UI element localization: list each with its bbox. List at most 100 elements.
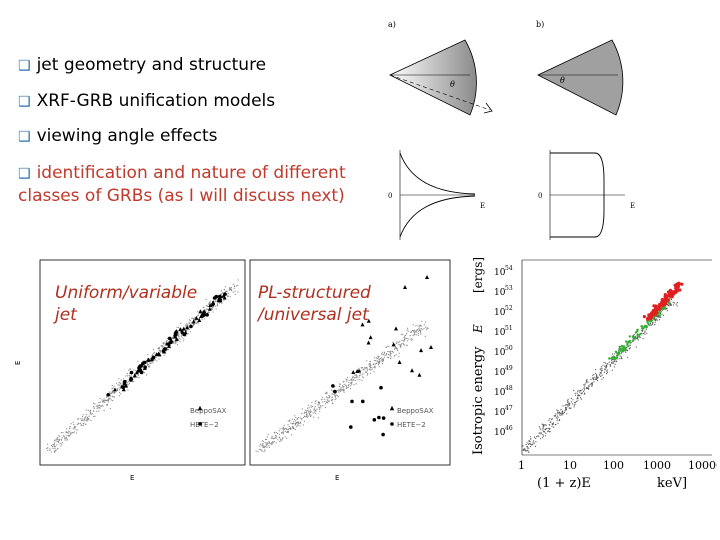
scatter-point (526, 449, 528, 451)
scatter-point (303, 416, 305, 419)
scatter-point (657, 316, 659, 318)
scatter-point (553, 426, 555, 428)
scatter-point (272, 437, 274, 439)
scatter-point (339, 383, 342, 385)
scatter-point (570, 397, 572, 399)
scatter-point (82, 423, 84, 425)
scatter-point (275, 431, 277, 434)
green-point (616, 353, 619, 356)
scatter-point (648, 324, 650, 326)
scatter-point (366, 360, 368, 362)
scatter-point (642, 337, 644, 340)
scatter-point (112, 395, 114, 397)
right-ytick: 10 (494, 428, 506, 438)
scatter-point (532, 444, 534, 446)
scatter-point (153, 359, 155, 362)
scatter-point (183, 338, 185, 340)
scatter-point (574, 392, 576, 394)
scatter-point (319, 410, 321, 412)
scatter-point (541, 423, 543, 425)
scatter-point (408, 338, 410, 340)
scatter-point (64, 437, 66, 439)
left-label-line2: jet (55, 305, 77, 325)
scatter-point (301, 419, 303, 421)
scatter-point (359, 379, 361, 381)
hete-point (121, 385, 126, 390)
scatter-point (63, 435, 65, 438)
scatter-point (607, 371, 609, 374)
scatter-point (98, 406, 100, 408)
scatter-point (542, 424, 544, 426)
scatter-point (181, 334, 183, 336)
scatter-point (53, 451, 56, 453)
right-ytick: 10 (494, 308, 506, 318)
scatter-point (406, 333, 408, 335)
scatter-point (310, 414, 312, 416)
right-ytick-exp: 54 (505, 265, 513, 272)
scatter-point (100, 405, 102, 408)
scatter-point (562, 412, 564, 414)
scatter-point (530, 444, 533, 446)
red-point (654, 304, 658, 308)
scatter-point (385, 354, 387, 356)
scatter-point (553, 415, 555, 417)
scatter-point (318, 408, 321, 410)
scatter-point (51, 446, 54, 448)
scatter-point (588, 385, 590, 388)
scatter-point (310, 406, 312, 408)
scatter-point (529, 441, 531, 443)
scatter-point (292, 427, 295, 430)
scatter-point (83, 424, 85, 426)
scatter-point (352, 375, 354, 377)
scatter-point (381, 351, 383, 353)
scatter-point (180, 322, 182, 324)
scatter-point (159, 350, 161, 352)
right-ytick-exp: 50 (505, 345, 513, 352)
scatter-point (542, 429, 544, 431)
scatter-point (227, 292, 229, 294)
scatter-point (420, 328, 422, 330)
scatter-point (97, 405, 99, 407)
viewing-line (389, 74, 491, 111)
scatter-point (259, 443, 261, 445)
scatter-point (215, 300, 217, 303)
scatter-point (280, 440, 282, 442)
bepposax-point (124, 383, 129, 388)
scatter-point (360, 367, 362, 369)
scatter-point (319, 407, 321, 409)
scatter-point (559, 418, 561, 421)
scatter-point (611, 361, 613, 363)
scatter-point (181, 333, 183, 335)
scatter-point (228, 289, 230, 291)
scatter-point (400, 345, 402, 347)
scatter-point (221, 292, 223, 295)
scatter-point (572, 399, 574, 401)
scatter-point (415, 331, 417, 333)
scatter-point (402, 342, 404, 344)
profile-b-zero: 0 (538, 192, 542, 200)
scatter-point (525, 450, 527, 452)
bepposax-point (146, 357, 151, 362)
scatter-point (327, 397, 329, 399)
scatter-point (395, 348, 397, 350)
scatter-point (294, 418, 296, 420)
scatter-point (588, 388, 590, 390)
scatter-point (565, 404, 567, 406)
scatter-point (549, 421, 551, 423)
scatter-point (188, 321, 190, 323)
scatter-point (565, 407, 568, 409)
scatter-point (575, 400, 577, 403)
scatter-point (369, 372, 371, 374)
left-plot-label: Uniform/variable jet (55, 282, 197, 326)
scatter-point (341, 385, 343, 387)
right-scatter-plot: Isotropic energy E [ergs] 10 54 10 53 10 52 10… (462, 255, 717, 495)
scatter-point (328, 397, 330, 399)
scatter-point (567, 402, 569, 404)
scatter-point (349, 388, 352, 390)
scatter-point (425, 329, 428, 331)
scatter-point (133, 369, 135, 371)
scatter-point (594, 378, 596, 380)
right-ylabel-unit: [ergs] (471, 257, 485, 293)
scatter-point (310, 415, 312, 418)
right-ytick: 10 (494, 388, 506, 398)
